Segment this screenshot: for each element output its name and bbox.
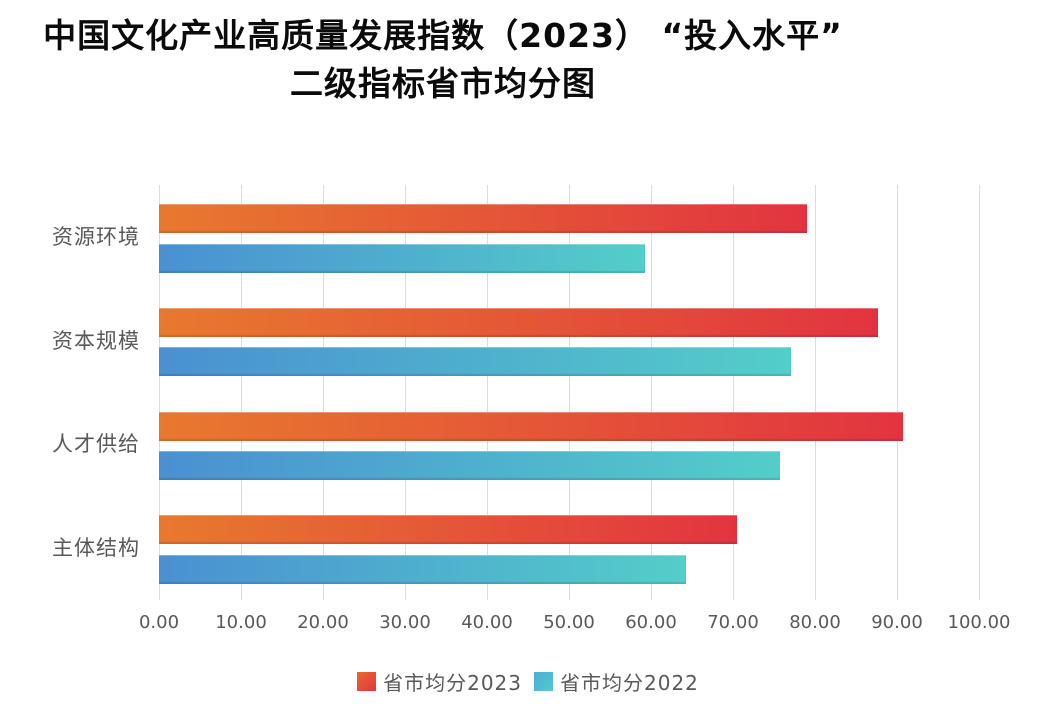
gridline bbox=[651, 185, 652, 600]
chart-title: 中国文化产业高质量发展指数（2023） “投入水平” 二级指标省市均分图 bbox=[0, 12, 886, 108]
x-axis-tick-label: 50.00 bbox=[543, 612, 595, 633]
legend-swatch-2023 bbox=[357, 672, 377, 691]
legend-swatch-2022 bbox=[534, 672, 553, 691]
bar-2023-2 bbox=[159, 411, 903, 441]
x-axis-tick-label: 70.00 bbox=[707, 612, 759, 633]
legend-label-2023: 省市均分2023 bbox=[383, 671, 522, 695]
category-label: 主体结构 bbox=[52, 536, 140, 561]
gridline bbox=[815, 185, 816, 600]
bar-2022-0 bbox=[159, 243, 646, 273]
gridline bbox=[159, 185, 160, 600]
chart-title-line1: 中国文化产业高质量发展指数（2023） “投入水平” bbox=[43, 16, 843, 55]
gridline bbox=[487, 185, 488, 600]
gridline bbox=[323, 185, 324, 600]
x-axis-tick-label: 0.00 bbox=[138, 612, 180, 633]
category-label: 资源环境 bbox=[52, 224, 140, 249]
x-axis-tick-label: 40.00 bbox=[461, 612, 513, 633]
x-axis-tick-label: 80.00 bbox=[789, 612, 841, 633]
bar-2023-0 bbox=[159, 204, 807, 233]
category-label: 资本规模 bbox=[52, 328, 140, 353]
bar-2022-3 bbox=[159, 554, 687, 584]
bar-2023-1 bbox=[159, 307, 879, 337]
gridline bbox=[733, 185, 734, 600]
category-label: 人才供给 bbox=[52, 432, 140, 457]
bar-2023-3 bbox=[159, 515, 738, 545]
legend-item-2022: 省市均分2022 bbox=[534, 667, 699, 696]
legend: 省市均分2023 省市均分2022 bbox=[0, 667, 1056, 696]
bar-2022-2 bbox=[159, 451, 780, 480]
x-axis-tick-label: 20.00 bbox=[297, 612, 349, 633]
x-axis-tick-label: 60.00 bbox=[625, 612, 677, 633]
gridline bbox=[897, 185, 898, 600]
plot-area bbox=[159, 185, 980, 600]
gridline bbox=[979, 185, 980, 600]
x-axis-tick-label: 30.00 bbox=[379, 612, 431, 633]
legend-item-2023: 省市均分2023 bbox=[357, 667, 522, 696]
legend-label-2022: 省市均分2022 bbox=[560, 671, 699, 695]
x-axis-tick-label: 10.00 bbox=[215, 612, 267, 633]
bar-2022-1 bbox=[159, 347, 792, 377]
gridline bbox=[569, 185, 570, 600]
x-axis-tick-label: 90.00 bbox=[871, 612, 923, 633]
x-axis-tick-label: 100.00 bbox=[947, 612, 1011, 633]
gridline bbox=[241, 185, 242, 600]
chart-title-line2: 二级指标省市均分图 bbox=[290, 63, 596, 103]
gridline bbox=[405, 185, 406, 600]
